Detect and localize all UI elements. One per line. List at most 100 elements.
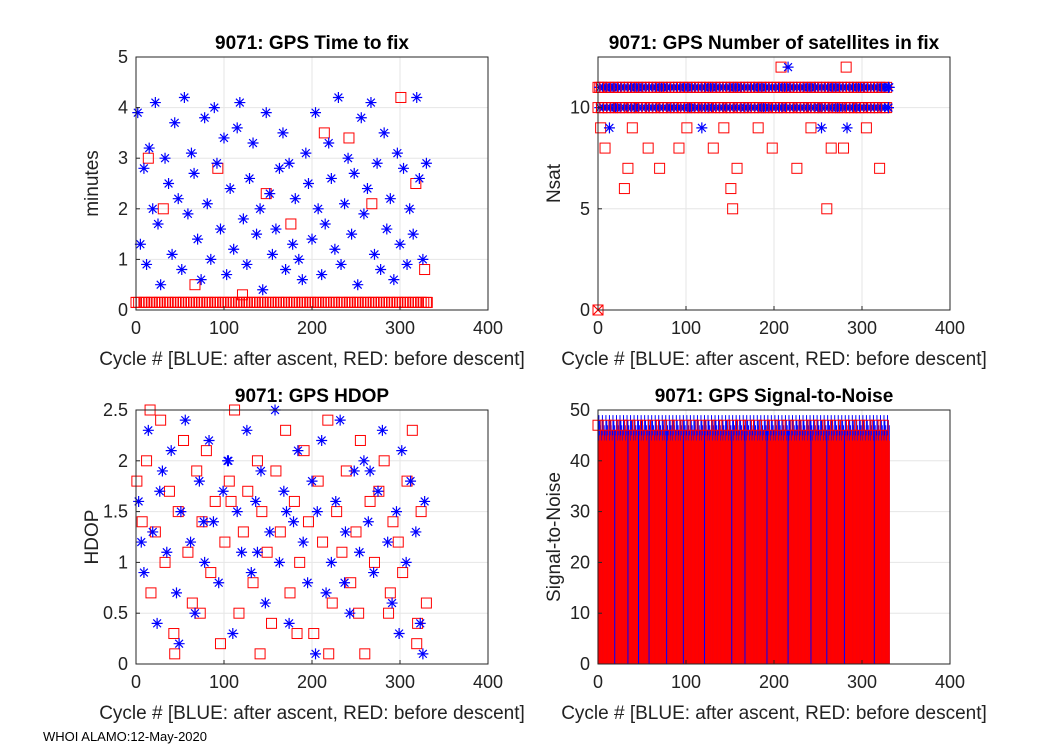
data-point-square bbox=[860, 122, 872, 134]
data-point-asterisk bbox=[410, 526, 422, 538]
data-point-square bbox=[326, 597, 338, 609]
x-tick-label: 200 bbox=[297, 672, 327, 692]
x-tick-label: 200 bbox=[759, 318, 789, 338]
data-point-asterisk bbox=[365, 97, 377, 109]
data-point-asterisk bbox=[176, 264, 188, 276]
data-point-asterisk bbox=[205, 253, 217, 265]
data-point-square bbox=[419, 264, 431, 276]
data-point-asterisk bbox=[159, 152, 171, 164]
x-tick-label: 400 bbox=[473, 318, 503, 338]
data-point-asterisk bbox=[218, 132, 230, 144]
snr-marker bbox=[608, 419, 620, 431]
data-point-asterisk bbox=[280, 506, 292, 518]
data-point-square bbox=[366, 198, 378, 210]
data-point-square bbox=[284, 587, 296, 599]
data-point-asterisk bbox=[154, 485, 166, 497]
data-point-asterisk bbox=[330, 495, 342, 507]
data-point-asterisk bbox=[372, 485, 384, 497]
data-point-asterisk bbox=[603, 122, 615, 134]
plot-data bbox=[592, 415, 890, 664]
data-point-asterisk bbox=[413, 172, 425, 184]
data-point-square bbox=[223, 475, 235, 487]
x-tick-label: 400 bbox=[935, 672, 965, 692]
data-point-asterisk bbox=[339, 526, 351, 538]
data-point-asterisk bbox=[358, 455, 370, 467]
data-point-square bbox=[214, 638, 226, 650]
data-point-asterisk bbox=[172, 193, 184, 205]
data-point-asterisk bbox=[228, 243, 240, 255]
plot-data bbox=[130, 91, 433, 308]
snr-marker bbox=[695, 419, 707, 431]
data-point-square bbox=[406, 424, 418, 436]
data-point-asterisk bbox=[316, 269, 328, 281]
data-point-asterisk bbox=[414, 617, 426, 629]
data-point-asterisk bbox=[277, 127, 289, 139]
data-point-square bbox=[383, 607, 395, 619]
data-point-square bbox=[323, 648, 335, 660]
chart-panel-3: 0 100 200 300 400 0 0.5 1 1.5 2 2.5 9071: GPS HDOP C… bbox=[82, 386, 525, 724]
x-tick-label: 0 bbox=[593, 318, 603, 338]
data-point-asterisk bbox=[342, 152, 354, 164]
data-point-asterisk bbox=[323, 137, 335, 149]
x-tick-label: 400 bbox=[935, 318, 965, 338]
y-tick-label: 0 bbox=[580, 654, 590, 674]
data-point-asterisk bbox=[273, 162, 285, 174]
x-tick-label: 0 bbox=[593, 672, 603, 692]
data-point-square bbox=[336, 546, 348, 558]
data-point-square bbox=[155, 414, 167, 426]
snr-marker bbox=[663, 419, 675, 431]
data-point-square bbox=[322, 414, 334, 426]
data-point-asterisk bbox=[278, 485, 290, 497]
data-point-asterisk bbox=[264, 526, 276, 538]
data-point-asterisk bbox=[161, 546, 173, 558]
data-point-square bbox=[821, 203, 833, 215]
data-point-asterisk bbox=[244, 172, 256, 184]
data-point-asterisk bbox=[364, 465, 376, 477]
data-point-asterisk bbox=[296, 274, 308, 286]
data-point-asterisk bbox=[417, 253, 429, 265]
snr-marker bbox=[655, 419, 667, 431]
data-point-square bbox=[308, 628, 320, 640]
data-point-asterisk bbox=[195, 274, 207, 286]
data-point-square bbox=[159, 556, 171, 568]
data-point-square bbox=[395, 91, 407, 103]
data-point-asterisk bbox=[132, 107, 144, 119]
data-point-square bbox=[343, 132, 355, 144]
data-point-asterisk bbox=[234, 97, 246, 109]
data-point-asterisk bbox=[419, 495, 431, 507]
snr-marker bbox=[806, 419, 818, 431]
data-point-square bbox=[225, 495, 237, 507]
data-point-square bbox=[291, 628, 303, 640]
y-tick-label: 10 bbox=[570, 98, 590, 118]
data-point-asterisk bbox=[251, 546, 263, 558]
data-point-square bbox=[254, 648, 266, 660]
x-tick-label: 300 bbox=[847, 672, 877, 692]
snr-marker bbox=[735, 419, 747, 431]
data-point-asterisk bbox=[339, 577, 351, 589]
data-point-asterisk bbox=[302, 577, 314, 589]
data-point-square bbox=[145, 587, 157, 599]
snr-marker bbox=[703, 419, 715, 431]
data-point-asterisk bbox=[201, 198, 213, 210]
data-point-asterisk bbox=[344, 607, 356, 619]
data-point-asterisk bbox=[203, 434, 215, 446]
data-point-square bbox=[384, 587, 396, 599]
data-point-asterisk bbox=[222, 455, 234, 467]
data-point-asterisk bbox=[325, 172, 337, 184]
data-point-square bbox=[274, 526, 286, 538]
data-point-asterisk bbox=[382, 536, 394, 548]
data-point-asterisk bbox=[292, 445, 304, 457]
data-point-asterisk bbox=[149, 97, 161, 109]
data-point-square bbox=[233, 607, 245, 619]
plot-data bbox=[592, 61, 895, 316]
data-point-asterisk bbox=[231, 122, 243, 134]
data-point-asterisk bbox=[306, 233, 318, 245]
data-point-asterisk bbox=[193, 475, 205, 487]
data-point-asterisk bbox=[247, 137, 259, 149]
data-point-asterisk bbox=[213, 577, 225, 589]
chart-panel-4: 0 100 200 300 400 0 10 20 30 40 50 9071: GPS Signal… bbox=[544, 386, 987, 724]
data-point-asterisk bbox=[407, 228, 419, 240]
snr-marker bbox=[861, 419, 873, 431]
data-point-asterisk bbox=[214, 223, 226, 235]
data-point-square bbox=[368, 556, 380, 568]
